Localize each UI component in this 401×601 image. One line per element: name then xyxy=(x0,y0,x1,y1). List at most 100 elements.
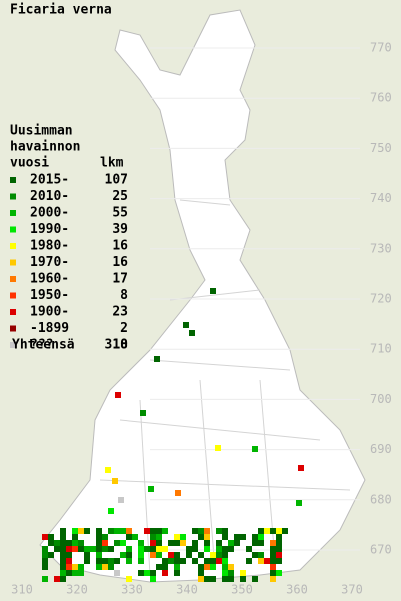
observation xyxy=(174,564,180,570)
grid-label: 670 xyxy=(370,543,392,557)
observation xyxy=(114,570,120,576)
observation xyxy=(258,528,264,534)
legend-count: 16 xyxy=(112,255,128,270)
legend-count: 107 xyxy=(105,173,128,188)
observation xyxy=(198,552,204,558)
observation xyxy=(140,410,146,416)
observation xyxy=(222,570,228,576)
observation xyxy=(210,552,216,558)
observation xyxy=(144,546,150,552)
observation xyxy=(120,540,126,546)
observation xyxy=(246,558,252,564)
observation xyxy=(72,564,78,570)
observation xyxy=(144,528,150,534)
observation xyxy=(42,552,48,558)
observation xyxy=(54,546,60,552)
observation xyxy=(108,546,114,552)
observation xyxy=(126,546,132,552)
grid-label: 750 xyxy=(370,141,392,155)
observation xyxy=(102,558,108,564)
observation xyxy=(96,528,102,534)
observation xyxy=(175,490,181,496)
legend-label: 1990- xyxy=(30,222,69,237)
observation xyxy=(156,540,162,546)
observation xyxy=(276,570,282,576)
observation xyxy=(168,552,174,558)
observation xyxy=(276,558,282,564)
observation xyxy=(115,392,121,398)
observation xyxy=(96,558,102,564)
observation xyxy=(72,540,78,546)
legend-count: 8 xyxy=(120,288,128,303)
legend-swatch xyxy=(10,292,16,299)
observation xyxy=(216,546,222,552)
legend-heading: Uusimman xyxy=(10,124,73,139)
legend-swatch xyxy=(10,243,16,249)
observation xyxy=(66,552,72,558)
observation xyxy=(240,534,246,540)
grid-label: 770 xyxy=(370,41,392,55)
observation xyxy=(186,546,192,552)
observation xyxy=(162,528,168,534)
observation xyxy=(258,552,264,558)
legend-swatch xyxy=(10,276,16,282)
legend-label: 1960- xyxy=(30,272,69,287)
legend-count: 10 xyxy=(112,338,128,353)
legend-swatch xyxy=(10,193,16,200)
observation xyxy=(192,528,198,534)
observation xyxy=(228,576,234,582)
observation xyxy=(78,564,84,570)
grid-label: 330 xyxy=(121,583,143,597)
observation xyxy=(108,528,114,534)
legend-label: -1899 xyxy=(30,321,69,336)
observation xyxy=(174,540,180,546)
observation xyxy=(270,570,276,576)
observation xyxy=(156,552,162,558)
observation xyxy=(174,552,180,558)
legend-label: 2015- xyxy=(30,173,69,188)
observation xyxy=(138,558,144,564)
region-borders xyxy=(99,199,351,576)
observation xyxy=(198,528,204,534)
observation xyxy=(60,546,66,552)
grid-label: 690 xyxy=(370,442,392,456)
observation xyxy=(180,540,186,546)
legend-swatch xyxy=(10,309,16,315)
observation xyxy=(102,540,108,546)
observation xyxy=(222,528,228,534)
observation xyxy=(114,540,120,546)
observation xyxy=(180,534,186,540)
observation xyxy=(270,546,276,552)
observation xyxy=(234,540,240,546)
legend-count: 2 xyxy=(120,321,128,336)
legend-swatch xyxy=(10,226,16,233)
observation xyxy=(222,552,228,558)
observation xyxy=(180,558,186,564)
observation xyxy=(126,576,132,582)
observation xyxy=(228,570,234,576)
observation xyxy=(72,528,78,534)
observation xyxy=(270,552,276,558)
observation xyxy=(204,564,210,570)
observation xyxy=(215,445,221,451)
observation xyxy=(216,540,222,546)
observation xyxy=(66,570,72,576)
observation xyxy=(66,564,72,570)
observation xyxy=(276,552,282,558)
observation xyxy=(162,564,168,570)
legend-swatch xyxy=(10,325,16,332)
observation xyxy=(162,570,168,576)
observation xyxy=(204,546,210,552)
observation xyxy=(276,534,282,540)
observation xyxy=(150,576,156,582)
legend-count: 16 xyxy=(112,239,128,254)
observation xyxy=(54,540,60,546)
grid-label: 730 xyxy=(370,241,392,255)
observation xyxy=(270,528,276,534)
grid-label: 700 xyxy=(370,392,392,406)
observation xyxy=(270,540,276,546)
observation xyxy=(72,546,78,552)
observation xyxy=(72,534,78,540)
legend-total: 318 xyxy=(105,338,129,353)
observation xyxy=(96,564,102,570)
